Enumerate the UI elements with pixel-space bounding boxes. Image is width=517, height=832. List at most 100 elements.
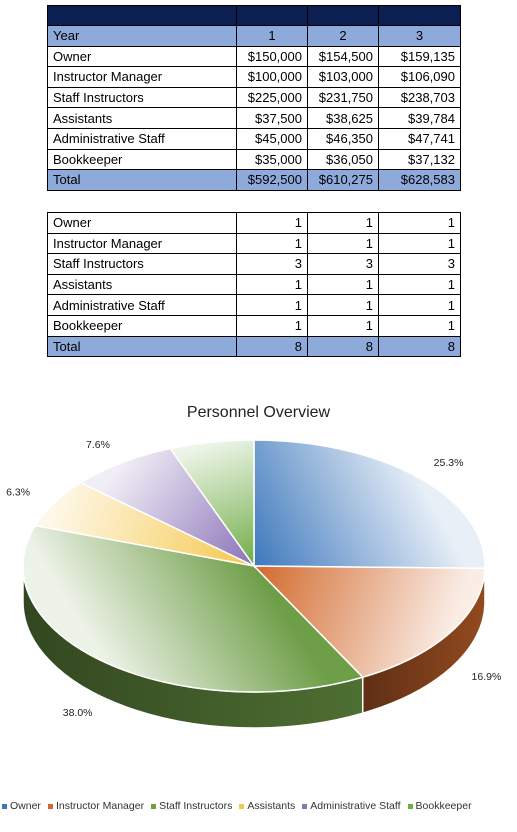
- table-row: Owner $150,000 $154,500 $159,135: [47, 45, 461, 68]
- row-value: $100,000: [236, 66, 308, 88]
- row-value: $150,000: [236, 45, 308, 68]
- row-value: 1: [378, 314, 461, 337]
- row-value: $154,500: [307, 45, 379, 68]
- headcount-table: Owner 1 1 1 Instructor Manager 1 1 1 Staff Instr…: [47, 212, 461, 358]
- row-value: 1: [236, 294, 308, 316]
- legend-item: Administrative Staff: [302, 800, 401, 812]
- chart-legend: Owner Instructor Manager Staff Instructors…: [2, 800, 472, 812]
- row-value: $46,350: [307, 127, 379, 150]
- row-value: $231,750: [307, 86, 379, 109]
- row-value: $39,784: [378, 107, 461, 129]
- year-header-label: Year: [47, 25, 237, 47]
- pie-data-label: 7.6%: [86, 439, 110, 451]
- total-value: $592,500: [236, 169, 308, 191]
- legend-item: Assistants: [239, 800, 295, 812]
- legend-swatch: [407, 803, 413, 809]
- pie-data-label: 25.3%: [434, 457, 464, 469]
- legend-label: Owner: [10, 800, 41, 812]
- legend-swatch: [151, 803, 157, 809]
- row-value: 1: [236, 212, 308, 234]
- row-label: Owner: [47, 45, 237, 68]
- total-value: 8: [378, 335, 461, 358]
- legend-swatch: [2, 803, 7, 809]
- legend-label: Assistants: [247, 800, 296, 812]
- row-value: 1: [307, 212, 379, 234]
- row-value: 3: [236, 253, 308, 275]
- legend-label: Administrative Staff: [310, 800, 401, 812]
- legend-label: Bookkeeper: [415, 800, 472, 812]
- personnel-cost-table: Year 1 2 3 Owner $150,000 $154,500 $159,135…: [47, 5, 461, 191]
- pie-data-label: 6.3%: [6, 487, 30, 499]
- row-label: Bookkeeper: [47, 314, 237, 337]
- pie-slice-owner: [253, 439, 486, 570]
- table-row: Administrative Staff 1 1 1: [47, 294, 461, 316]
- table-row: Staff Instructors 3 3 3: [47, 253, 461, 275]
- table-row: Owner 1 1 1: [47, 212, 461, 234]
- row-value: $106,090: [378, 66, 461, 88]
- legend-item: Bookkeeper: [407, 800, 472, 812]
- row-value: 3: [378, 253, 461, 275]
- row-value: 1: [378, 294, 461, 316]
- total-value: $610,275: [307, 169, 379, 191]
- table-row: Bookkeeper $35,000 $36,050 $37,132: [47, 148, 461, 171]
- chart-title: Personnel Overview: [186, 404, 331, 421]
- row-value: 1: [236, 314, 308, 337]
- pie-slice-staff-instructors: [22, 524, 365, 693]
- row-label: Bookkeeper: [47, 148, 237, 171]
- legend-label: Instructor Manager: [55, 800, 145, 812]
- pie-slice-instructor-manager: [252, 565, 486, 679]
- legend-swatch: [47, 803, 53, 809]
- row-value: $37,132: [378, 148, 461, 171]
- row-value: 1: [307, 273, 379, 296]
- row-value: 1: [307, 314, 379, 337]
- row-label: Instructor Manager: [47, 232, 237, 255]
- pie-chart: 25.3%16.9%38.0%6.3%7.6%5.9%: [6, 439, 502, 729]
- total-label: Total: [47, 169, 237, 191]
- row-label: Assistants: [47, 107, 237, 129]
- year-header-2: 2: [307, 25, 379, 47]
- year-header-3: 3: [378, 25, 461, 47]
- row-value: $45,000: [236, 127, 308, 150]
- row-value: 1: [307, 294, 379, 316]
- row-value: $225,000: [236, 86, 308, 109]
- row-label: Staff Instructors: [47, 86, 237, 109]
- row-value: $38,625: [307, 107, 379, 129]
- legend-item: Owner: [2, 800, 41, 812]
- pie-slice-administrative-staff: [79, 447, 255, 567]
- row-label: Assistants: [47, 273, 237, 296]
- row-value: $159,135: [378, 45, 461, 68]
- legend-item: Staff Instructors: [151, 800, 232, 812]
- year-header-row: Year 1 2 3: [47, 25, 461, 47]
- row-value: 1: [378, 212, 461, 234]
- total-row: Total $592,500 $610,275 $628,583: [47, 169, 461, 191]
- table-row: Bookkeeper 1 1 1: [47, 314, 461, 337]
- table-row: Staff Instructors $225,000 $231,750 $238,70…: [47, 86, 461, 109]
- row-label: Administrative Staff: [47, 127, 237, 150]
- row-value: $37,500: [236, 107, 308, 129]
- pie-data-label: 16.9%: [472, 671, 502, 683]
- total-row: Total 8 8 8: [47, 335, 461, 358]
- row-label: Staff Instructors: [47, 253, 237, 275]
- table-row: Instructor Manager 1 1 1: [47, 232, 461, 255]
- row-value: 1: [236, 273, 308, 296]
- row-label: Instructor Manager: [47, 66, 237, 88]
- row-value: 3: [307, 253, 379, 275]
- row-label: Administrative Staff: [47, 294, 237, 316]
- total-value: 8: [236, 335, 308, 358]
- table-row: Assistants $37,500 $38,625 $39,784: [47, 107, 461, 129]
- legend-item: Instructor Manager: [47, 800, 145, 812]
- table-title-bar: [47, 5, 461, 26]
- legend-swatch: [302, 803, 308, 809]
- legend-label: Staff Instructors: [159, 800, 233, 812]
- table-row: Assistants 1 1 1: [47, 273, 461, 296]
- row-value: 1: [236, 232, 308, 255]
- table-row: Administrative Staff $45,000 $46,350 $47,74…: [47, 127, 461, 150]
- pie-data-label: 38.0%: [63, 707, 93, 719]
- total-label: Total: [47, 335, 237, 358]
- legend-swatch: [239, 803, 245, 809]
- row-value: $36,050: [307, 148, 379, 171]
- table-row: Instructor Manager $100,000 $103,000 $106,0…: [47, 66, 461, 88]
- year-header-1: 1: [236, 25, 308, 47]
- row-value: $238,703: [378, 86, 461, 109]
- total-value: $628,583: [378, 169, 461, 191]
